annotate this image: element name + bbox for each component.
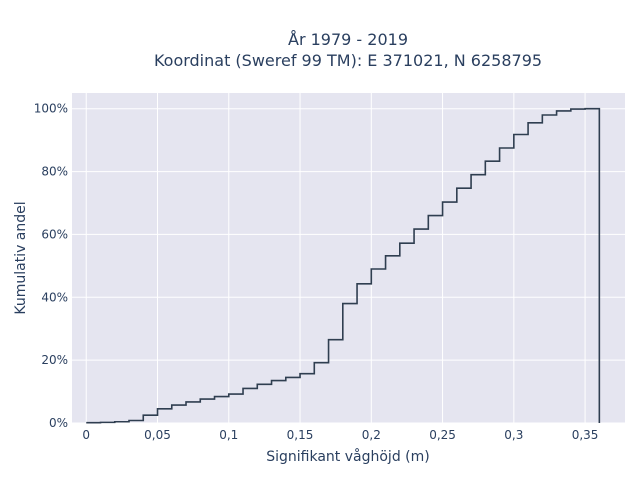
- x-tick-label: 0,25: [429, 428, 456, 442]
- x-tick-label: 0,35: [572, 428, 599, 442]
- x-axis-title: Signifikant våghöjd (m): [266, 448, 429, 465]
- chart-title-line1: År 1979 - 2019: [288, 30, 408, 49]
- y-tick-label: 80%: [41, 165, 68, 179]
- y-tick-label: 60%: [41, 227, 68, 241]
- y-tick-label: 40%: [41, 290, 68, 304]
- y-tick-label: 0%: [49, 416, 68, 430]
- y-tick-label: 100%: [34, 102, 68, 116]
- plot-area: [72, 93, 625, 423]
- x-axis-ticks: 0 0,05 0,1 0,15 0,2 0,25 0,3 0,35: [82, 428, 598, 442]
- y-tick-label: 20%: [41, 353, 68, 367]
- cumulative-step-line: [86, 107, 601, 424]
- x-tick-label: 0,3: [504, 428, 523, 442]
- x-tick-label: 0,1: [219, 428, 238, 442]
- x-tick-label: 0,2: [362, 428, 381, 442]
- x-tick-label: 0,05: [144, 428, 171, 442]
- chart-title-line2: Koordinat (Sweref 99 TM): E 371021, N 62…: [154, 51, 542, 70]
- y-axis-title: Kumulativ andel: [13, 201, 29, 314]
- x-tick-label: 0,15: [287, 428, 314, 442]
- grid-lines: [72, 93, 625, 424]
- x-tick-label: 0: [82, 428, 90, 442]
- y-axis-ticks: 0% 20% 40% 60% 80% 100%: [34, 102, 68, 430]
